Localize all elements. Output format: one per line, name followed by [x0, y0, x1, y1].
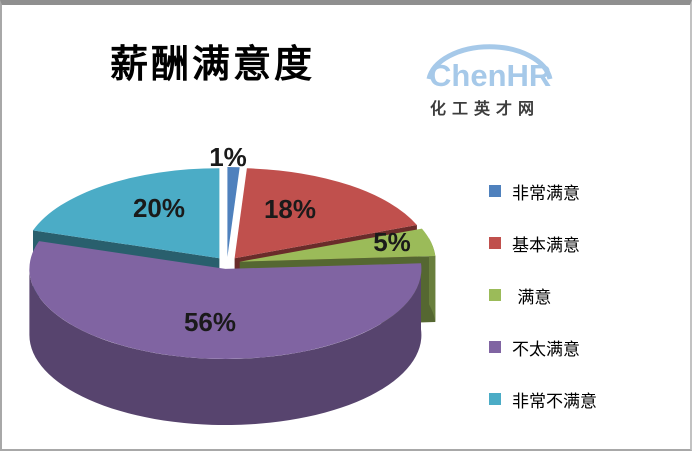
- pie-slice-1: [234, 168, 417, 259]
- legend-swatch-icon: [489, 289, 501, 301]
- pie-data-label-0: 1%: [209, 142, 247, 172]
- pie-data-label-2: 5%: [373, 227, 411, 257]
- chart-legend: 非常满意基本满意 满意不太满意非常不满意: [489, 180, 689, 440]
- pie-slice-2: [239, 228, 436, 262]
- legend-swatch-icon: [489, 393, 501, 405]
- legend-item-0: 非常满意: [489, 180, 689, 204]
- logo-arc-icon: [426, 44, 553, 80]
- pie-wall-rim-2: [429, 238, 436, 322]
- legend-swatch-icon: [489, 237, 501, 249]
- legend-label: 满意: [512, 287, 552, 308]
- legend-item-1: 基本满意: [489, 232, 689, 256]
- brand-logo: ChenHR 化工英才网: [422, 33, 582, 121]
- legend-label: 非常满意: [512, 183, 580, 204]
- logo-subtitle: 化工英才网: [430, 101, 541, 118]
- legend-item-2: 满意: [489, 284, 689, 308]
- pie-slice-3: [29, 241, 422, 359]
- legend-swatch-icon: [489, 341, 501, 353]
- chart-title: 薪酬满意度: [110, 41, 316, 86]
- legend-swatch-icon: [489, 185, 501, 197]
- legend-label: 基本满意: [512, 235, 580, 256]
- pie-data-label-3: 56%: [184, 307, 236, 337]
- legend-item-3: 不太满意: [489, 336, 689, 360]
- pie-data-label-1: 18%: [264, 194, 316, 224]
- pie-wall-rim-3: [29, 263, 422, 426]
- legend-label: 不太满意: [512, 339, 580, 360]
- legend-label: 非常不满意: [512, 391, 597, 412]
- pie-slice-0: [227, 167, 240, 257]
- legend-item-4: 非常不满意: [489, 388, 689, 412]
- pie-slice-4: [33, 168, 220, 259]
- pie-chart: 1% 18% 5% 56% 20%: [29, 142, 436, 426]
- logo-wordmark: ChenHR: [429, 58, 552, 93]
- pie-data-label-4: 20%: [133, 193, 185, 223]
